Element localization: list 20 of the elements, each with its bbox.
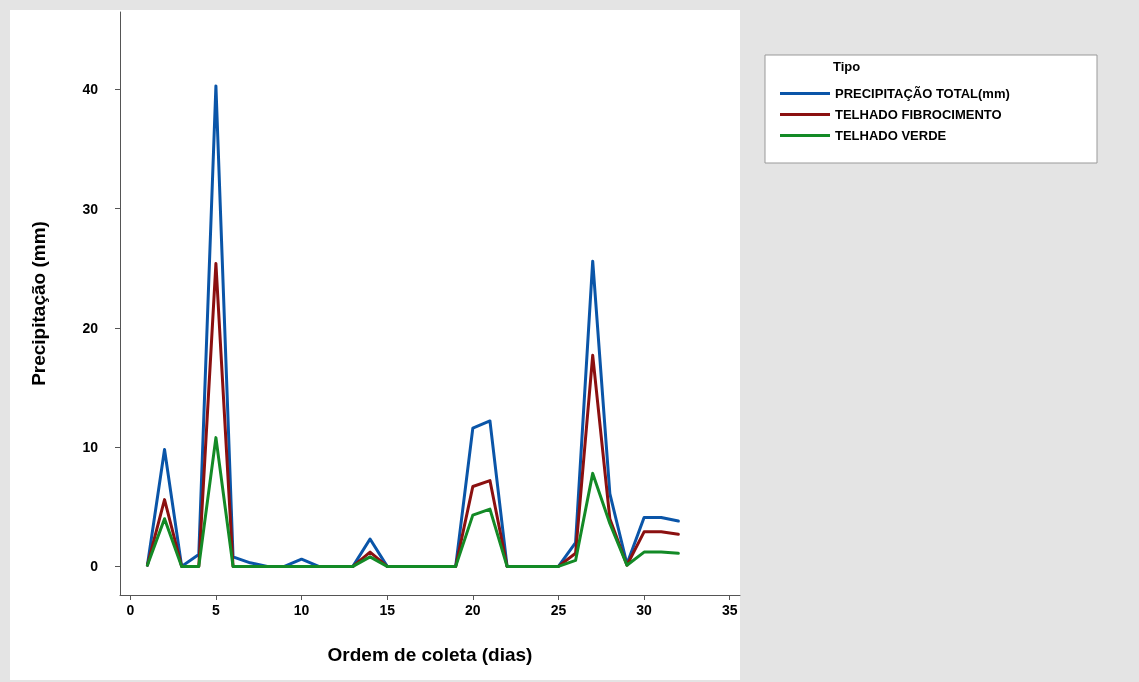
x-tick-label: 0 [126,602,135,618]
y-tick-label: 30 [82,200,99,217]
y-tick-label: 40 [82,81,99,98]
y-tick-label: 10 [82,439,99,456]
x-tick-label: 20 [465,602,481,618]
x-axis-title: Ordem de coleta (dias) [327,644,533,665]
x-tick-label: 10 [293,602,310,618]
legend-label: TELHADO FIBROCIMENTO [835,107,1002,122]
line-series [145,436,680,568]
x-tick-label: 15 [379,602,396,618]
x-tick-label: 5 [212,602,221,618]
legend-title: Tipo [833,59,861,74]
x-tick-label: 25 [550,602,567,618]
legend-label: TELHADO VERDE [835,128,947,143]
y-tick-label: 20 [82,319,99,336]
y-tick-label: 0 [90,558,99,575]
x-tick-label: 30 [636,602,653,618]
legend-label: PRECIPITAÇÃO TOTAL(mm) [835,86,1010,101]
x-tick-label: 35 [721,602,738,618]
y-axis-title: Precipitação (mm) [28,221,49,386]
